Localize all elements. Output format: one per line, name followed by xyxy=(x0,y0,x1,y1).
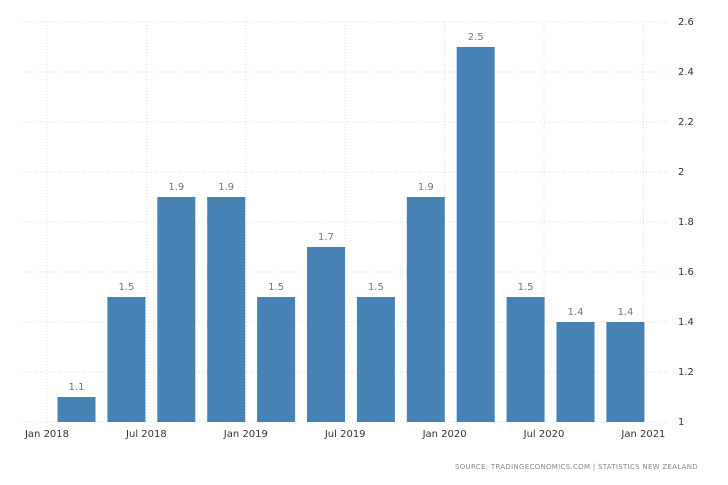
value-label: 1.5 xyxy=(368,282,384,293)
source: SOURCE: TRADINGECONOMICS.COM | STATISTIC… xyxy=(455,463,698,471)
bar xyxy=(57,397,96,422)
bar xyxy=(207,197,246,422)
bar xyxy=(107,297,146,422)
y-tick-label: 1.4 xyxy=(678,317,694,328)
value-label: 1.1 xyxy=(69,382,85,393)
x-tick-label: Jul 2020 xyxy=(523,429,565,440)
bar xyxy=(606,322,645,422)
y-tick-label: 2.4 xyxy=(678,67,694,78)
y-tick-label: 2 xyxy=(678,167,684,178)
x-tick-label: Jan 2021 xyxy=(620,429,665,440)
bar xyxy=(257,297,296,422)
x-tick-label: Jul 2019 xyxy=(324,429,366,440)
x-tick-label: Jan 2020 xyxy=(422,429,467,440)
value-label: 1.5 xyxy=(518,282,534,293)
y-tick-label: 2.2 xyxy=(678,117,694,128)
bar xyxy=(406,197,445,422)
value-label: 1.4 xyxy=(568,307,584,318)
bar xyxy=(456,47,495,422)
value-label: 1.4 xyxy=(617,307,633,318)
y-tick-label: 1.8 xyxy=(678,217,694,228)
value-label: 2.5 xyxy=(468,32,484,43)
bar xyxy=(307,247,345,422)
bar xyxy=(157,197,196,422)
bar xyxy=(356,297,395,422)
value-label: 1.5 xyxy=(118,282,134,293)
y-tick-label: 1 xyxy=(678,417,684,428)
bar xyxy=(506,297,545,422)
value-label: 1.9 xyxy=(418,182,434,193)
y-tick-label: 1.6 xyxy=(678,267,694,278)
y-tick-label: 2.6 xyxy=(678,17,694,28)
y-tick-label: 1.2 xyxy=(678,367,694,378)
value-label: 1.7 xyxy=(318,232,334,243)
bar xyxy=(556,322,595,422)
value-label: 1.5 xyxy=(268,282,284,293)
value-label: 1.9 xyxy=(218,182,234,193)
x-tick-label: Jan 2019 xyxy=(223,429,268,440)
x-tick-label: Jan 2018 xyxy=(24,429,69,440)
value-label: 1.9 xyxy=(168,182,184,193)
x-tick-label: Jul 2018 xyxy=(125,429,167,440)
